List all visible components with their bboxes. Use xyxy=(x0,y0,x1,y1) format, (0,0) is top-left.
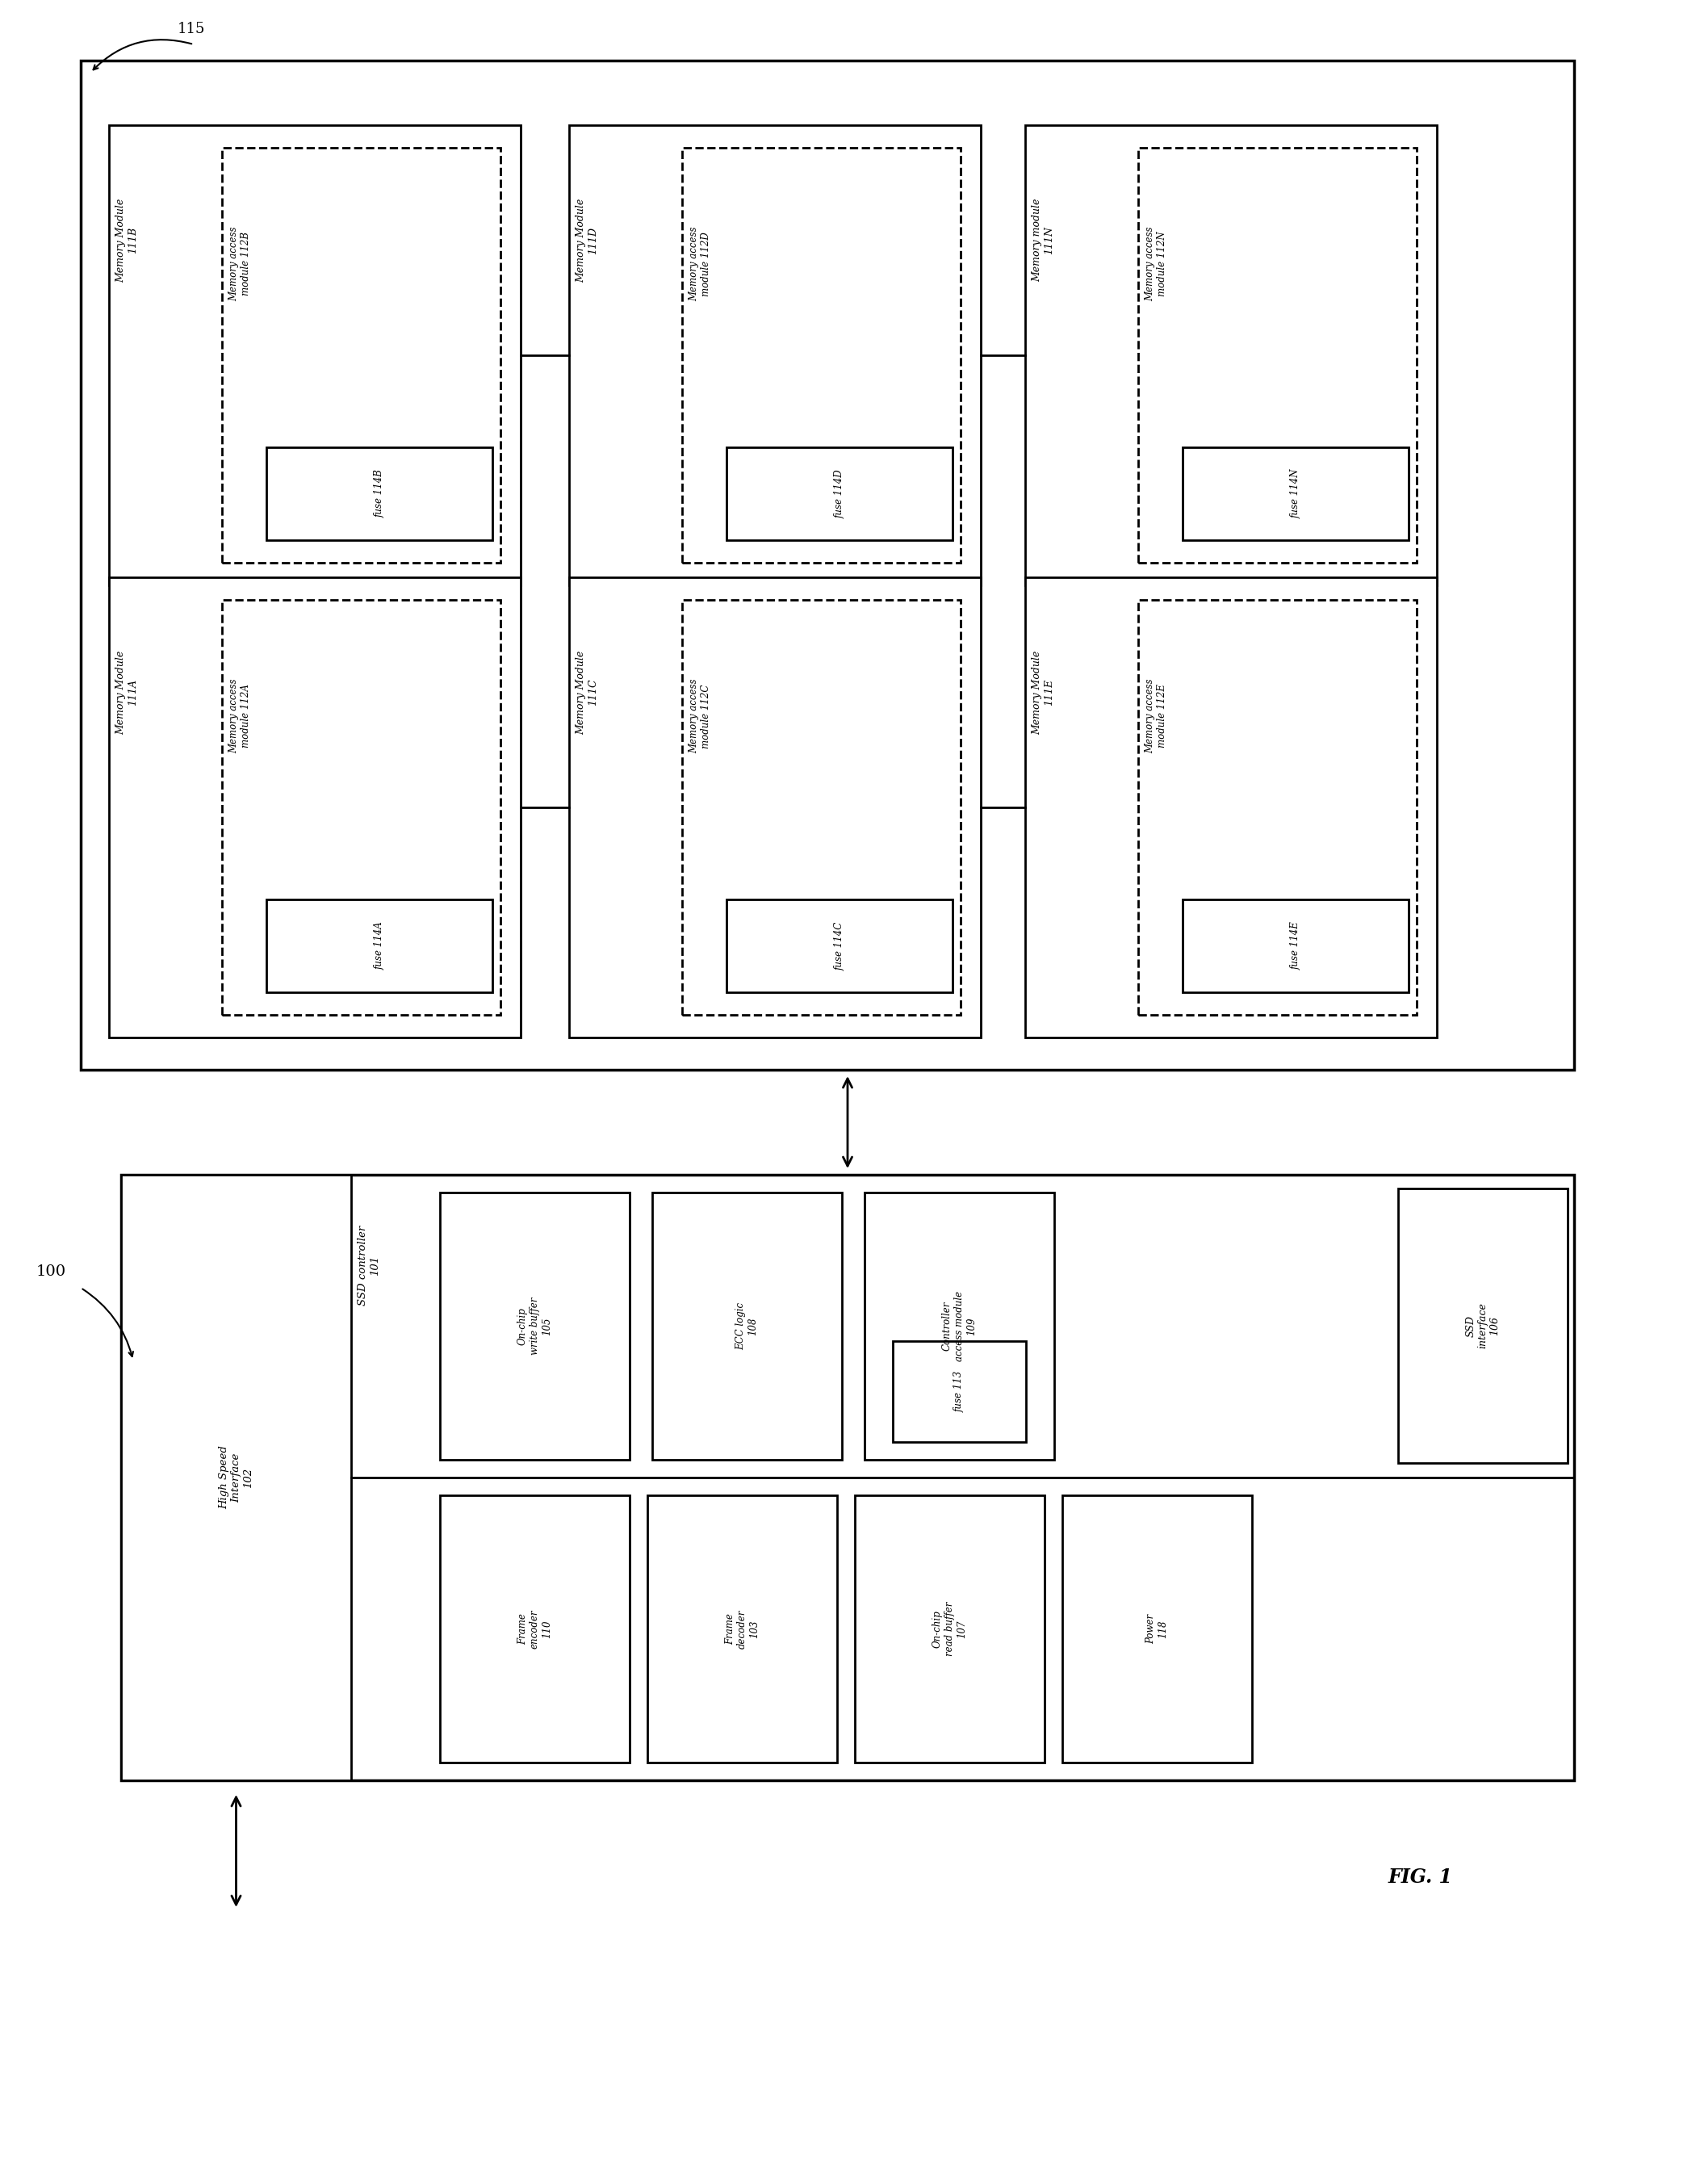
Text: On-chip
write buffer
105: On-chip write buffer 105 xyxy=(517,1297,552,1354)
Text: Memory access
module 112N: Memory access module 112N xyxy=(1144,227,1168,301)
Text: fuse 113: fuse 113 xyxy=(954,1372,964,1413)
FancyBboxPatch shape xyxy=(682,149,960,563)
Text: Frame
encoder
110: Frame encoder 110 xyxy=(517,1610,552,1649)
Text: fuse 114N: fuse 114N xyxy=(1290,470,1300,518)
Text: Memory Module
111B: Memory Module 111B xyxy=(116,199,138,282)
Text: ECC logic
108: ECC logic 108 xyxy=(736,1302,758,1350)
FancyBboxPatch shape xyxy=(440,1192,629,1459)
Text: 100: 100 xyxy=(36,1265,66,1280)
Text: High Speed
Interface
102: High Speed Interface 102 xyxy=(219,1446,253,1509)
FancyBboxPatch shape xyxy=(109,124,520,585)
Text: Controller
access module
109: Controller access module 109 xyxy=(942,1291,978,1361)
Text: SSD
interface
106: SSD interface 106 xyxy=(1465,1304,1499,1350)
FancyBboxPatch shape xyxy=(1025,124,1436,585)
Text: 115: 115 xyxy=(177,22,206,37)
FancyBboxPatch shape xyxy=(682,601,960,1016)
Text: Memory access
module 112D: Memory access module 112D xyxy=(689,227,711,301)
Text: fuse 114D: fuse 114D xyxy=(835,470,845,518)
Text: Power
118: Power 118 xyxy=(1146,1614,1168,1645)
FancyBboxPatch shape xyxy=(1397,1188,1567,1463)
FancyBboxPatch shape xyxy=(267,448,493,539)
FancyBboxPatch shape xyxy=(223,149,500,563)
FancyBboxPatch shape xyxy=(109,577,520,1037)
FancyBboxPatch shape xyxy=(865,1192,1054,1459)
Text: Memory access
module 112A: Memory access module 112A xyxy=(228,679,252,753)
Text: fuse 114A: fuse 114A xyxy=(374,922,384,970)
FancyBboxPatch shape xyxy=(726,900,952,992)
FancyBboxPatch shape xyxy=(1062,1496,1251,1762)
FancyBboxPatch shape xyxy=(855,1496,1044,1762)
Text: Memory module
111N: Memory module 111N xyxy=(1032,199,1054,282)
Text: fuse 114C: fuse 114C xyxy=(835,922,845,970)
Text: FIG. 1: FIG. 1 xyxy=(1389,1867,1454,1887)
Text: Memory access
module 112B: Memory access module 112B xyxy=(228,227,252,301)
FancyBboxPatch shape xyxy=(1025,577,1436,1037)
Text: Memory Module
111E: Memory Module 111E xyxy=(1032,651,1054,734)
FancyBboxPatch shape xyxy=(440,1496,629,1762)
FancyBboxPatch shape xyxy=(1139,601,1416,1016)
FancyBboxPatch shape xyxy=(1139,149,1416,563)
FancyBboxPatch shape xyxy=(653,1192,842,1459)
FancyBboxPatch shape xyxy=(726,448,952,539)
FancyBboxPatch shape xyxy=(1183,448,1409,539)
Text: On-chip
read buffer
107: On-chip read buffer 107 xyxy=(932,1601,967,1655)
Text: Memory Module
111D: Memory Module 111D xyxy=(576,199,598,282)
Text: fuse 114E: fuse 114E xyxy=(1290,922,1300,970)
FancyBboxPatch shape xyxy=(1183,900,1409,992)
Text: Memory Module
111C: Memory Module 111C xyxy=(576,651,598,734)
FancyBboxPatch shape xyxy=(121,1175,1574,1780)
Text: Memory Module
111A: Memory Module 111A xyxy=(116,651,138,734)
FancyBboxPatch shape xyxy=(267,900,493,992)
FancyBboxPatch shape xyxy=(570,577,981,1037)
FancyBboxPatch shape xyxy=(893,1341,1027,1441)
FancyBboxPatch shape xyxy=(121,1175,352,1780)
Text: SSD controller
101: SSD controller 101 xyxy=(357,1225,381,1306)
Text: Memory access
module 112C: Memory access module 112C xyxy=(689,679,711,753)
FancyBboxPatch shape xyxy=(80,61,1574,1070)
FancyBboxPatch shape xyxy=(648,1496,836,1762)
FancyBboxPatch shape xyxy=(223,601,500,1016)
Text: Memory access
module 112E: Memory access module 112E xyxy=(1144,679,1168,753)
Text: Frame
decoder
103: Frame decoder 103 xyxy=(724,1610,760,1649)
FancyBboxPatch shape xyxy=(570,124,981,585)
Text: fuse 114B: fuse 114B xyxy=(374,470,384,518)
